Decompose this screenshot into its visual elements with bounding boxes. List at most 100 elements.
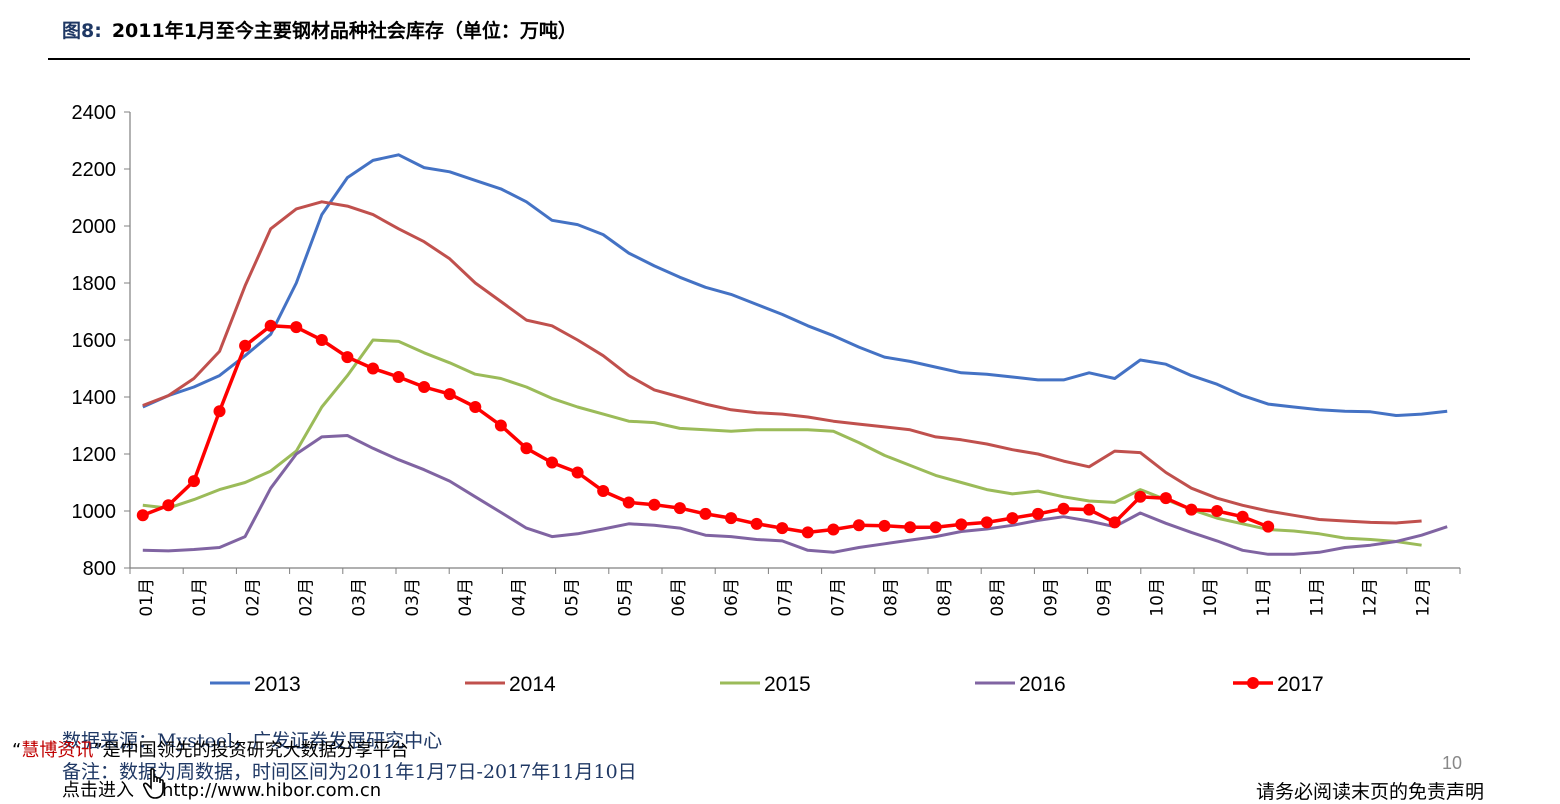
data-point-2017	[622, 496, 635, 509]
data-remark: 备注：数据为周数据，时间区间为2011年1月7日-2017年11月10日	[62, 761, 637, 783]
series-line-2015	[142, 338, 1422, 547]
y-tick-label: 1400	[72, 387, 117, 409]
y-tick-label: 2400	[72, 102, 117, 124]
title-divider	[48, 58, 1470, 60]
x-tick-label: 01月	[190, 578, 210, 617]
x-tick-label: 03月	[403, 578, 423, 617]
figure-label: 图8:	[62, 20, 102, 42]
x-tick-label: 08月	[882, 578, 902, 617]
y-tick-label: 2000	[72, 216, 117, 238]
series-line-2014	[142, 200, 1422, 525]
x-tick-label: 05月	[563, 578, 583, 617]
data-point-2017	[801, 526, 814, 539]
hand-pointer-icon	[143, 768, 164, 799]
x-tick-label: 11月	[1254, 578, 1274, 617]
x-tick-label: 03月	[350, 578, 370, 617]
page-number: 10	[1442, 753, 1463, 773]
website-link[interactable]: http://www.hibor.com.cn	[162, 780, 382, 801]
legend-label-2013: 2013	[254, 673, 301, 696]
x-tick-label: 07月	[829, 578, 849, 617]
data-point-2017	[264, 319, 277, 332]
data-point-2017	[1211, 505, 1224, 517]
x-tick-label: 10月	[1148, 578, 1168, 617]
data-point-2017	[955, 518, 968, 531]
y-tick-label: 1800	[72, 273, 117, 295]
promo-text: 是中国领先的投资研究大数据分享平台	[102, 740, 409, 761]
data-point-2017	[699, 507, 712, 520]
figure-title-text: 2011年1月至今主要钢材品种社会库存（单位：万吨）	[111, 20, 577, 42]
website-link-line: 点击进入 http://www.hibor.com.cn	[62, 776, 381, 802]
legend-marker-2017	[1247, 677, 1259, 689]
x-tick-label: 12月	[1361, 578, 1381, 617]
data-point-2017	[546, 456, 559, 469]
x-tick-label: 10月	[1201, 578, 1221, 617]
data-point-2017	[1006, 512, 1019, 525]
x-tick-label: 07月	[775, 578, 795, 617]
data-point-2017	[1057, 502, 1070, 515]
data-point-2017	[1083, 503, 1096, 516]
series-line-2016	[142, 434, 1448, 556]
data-point-2017	[520, 442, 533, 455]
series-line-2013	[142, 153, 1448, 417]
data-point-2017	[162, 499, 175, 512]
data-point-2017	[776, 522, 789, 535]
x-tick-label: 02月	[297, 578, 317, 617]
data-point-2017	[571, 466, 584, 479]
data-point-2017	[418, 381, 431, 394]
chart-legend: 2013 2014 2015 2016 2017	[210, 673, 1324, 696]
data-point-2017	[469, 400, 482, 413]
data-point-2017	[673, 502, 686, 515]
x-tick-label: 08月	[988, 578, 1008, 617]
x-tick-label: 08月	[935, 578, 955, 617]
promo-banner: “慧博资讯”是中国领先的投资研究大数据分享平台	[12, 736, 409, 762]
x-tick-label: 06月	[669, 578, 689, 617]
data-point-2017	[597, 485, 610, 498]
promo-close-quote: ”	[93, 740, 103, 761]
x-tick-label: 06月	[722, 578, 742, 617]
data-point-2017	[1031, 507, 1044, 520]
y-tick-label: 2200	[72, 159, 117, 181]
data-point-2017	[852, 519, 865, 532]
y-tick-label: 800	[83, 558, 116, 580]
data-source-note: 数据来源：Mysteel，广发证券发展研究中心	[62, 730, 443, 752]
chart-series	[136, 153, 1448, 556]
x-tick-label: 09月	[1041, 578, 1061, 617]
x-tick-label: 05月	[616, 578, 636, 617]
data-point-2017	[1159, 492, 1172, 505]
disclaimer-note: 请务必阅读末页的免责声明	[1256, 781, 1485, 803]
x-tick-label: 01月	[137, 578, 157, 617]
data-point-2017	[1134, 490, 1147, 503]
promo-brand[interactable]: 慧博资讯	[21, 740, 94, 761]
data-point-2017	[341, 351, 354, 364]
data-point-2017	[904, 521, 917, 534]
data-point-2017	[878, 519, 891, 532]
legend-label-2017: 2017	[1277, 673, 1324, 696]
data-point-2017	[725, 512, 738, 525]
data-point-2017	[136, 509, 149, 522]
x-tick-label: 04月	[456, 578, 476, 617]
x-tick-label: 02月	[243, 578, 263, 617]
figure-title: 图8: 2011年1月至今主要钢材品种社会库存（单位：万吨）	[62, 16, 577, 43]
data-point-2017	[213, 405, 226, 418]
y-tick-label: 1000	[72, 501, 117, 523]
data-point-2017	[1236, 510, 1249, 523]
data-point-2017	[290, 321, 303, 334]
x-tick-label: 09月	[1095, 578, 1115, 617]
x-tick-label: 12月	[1414, 578, 1434, 617]
x-tick-label: 04月	[509, 578, 529, 617]
data-point-2017	[187, 475, 200, 488]
link-prefix: 点击进入	[62, 780, 134, 801]
line-chart: 800 1000 1200 1400 1600 1800 2000 2200 2400 01月 01…	[72, 102, 1461, 696]
data-point-2017	[1185, 503, 1198, 516]
data-point-2017	[366, 362, 379, 375]
data-point-2017	[827, 523, 840, 536]
data-point-2017	[315, 334, 328, 346]
data-point-2017	[1262, 520, 1275, 533]
data-point-2017	[443, 388, 456, 401]
y-tick-label: 1200	[72, 444, 117, 466]
promo-open-quote: “	[12, 740, 22, 761]
data-point-2017	[239, 339, 252, 352]
data-point-2017	[392, 371, 405, 384]
legend-label-2015: 2015	[764, 673, 811, 696]
x-tick-label: 11月	[1307, 578, 1327, 617]
